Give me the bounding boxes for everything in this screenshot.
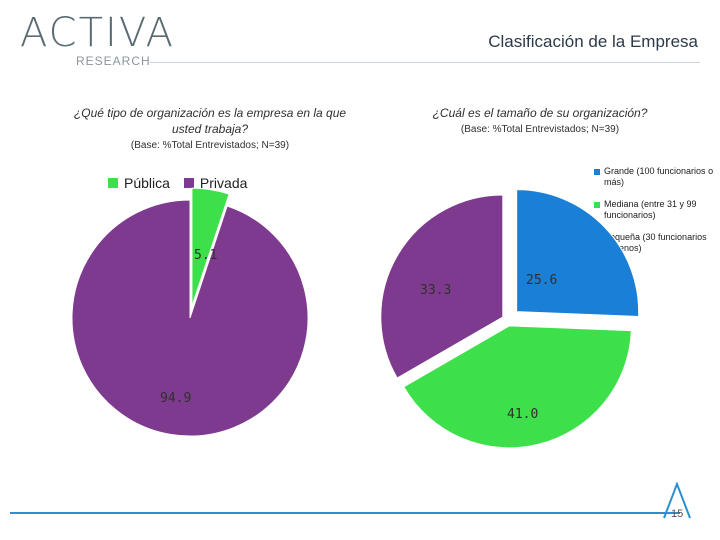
legend-label-mediana: Mediana (entre 31 y 99 funcionarios) [604, 199, 697, 221]
chart1-base-note: (Base: %Total Entrevistados; N=39) [130, 140, 290, 151]
chart1-data-label-1: 94.9 [160, 391, 191, 406]
footer-divider [10, 512, 680, 514]
slide-title: Clasificación de la Empresa [488, 32, 698, 51]
chart1-legend: Pública Privada [108, 175, 247, 191]
page-mark-icon [663, 481, 691, 519]
chart2-data-label-2: 33.3 [420, 283, 451, 298]
legend-label-publica: Pública [124, 175, 170, 191]
chart1-question: ¿Qué tipo de organización es la empresa … [73, 106, 347, 136]
chart1-slice-1 [71, 199, 309, 437]
title-divider [150, 62, 700, 63]
chart1-slice-0 [191, 187, 230, 307]
chart2-slice-0 [516, 189, 640, 317]
logo-text: ACTIVA [20, 10, 175, 56]
legend-label-pequena: Pequeña (30 funcionarios o menos) [604, 232, 707, 254]
chart1-data-label-0: 5.1 [194, 248, 217, 263]
activa-research-logo: ACTIVA RESEARCH [20, 10, 173, 76]
chart2-data-label-1: 41.0 [507, 407, 538, 422]
legend-swatch-grande [594, 169, 600, 175]
chart2-legend-grande: Grande (100 funcionarios o más) [594, 166, 714, 189]
chart2-data-label-0: 25.6 [526, 273, 557, 288]
chart2-slice-1 [403, 325, 632, 449]
legend-swatch-publica [108, 178, 118, 188]
page-number: 15 [671, 508, 684, 520]
chart2-slice-2 [380, 194, 504, 379]
legend-swatch-mediana [594, 202, 600, 208]
chart2-base-note: (Base: %Total Entrevistados; N=39) [460, 124, 620, 135]
logo-subtext: RESEARCH [76, 54, 151, 68]
legend-label-privada: Privada [199, 175, 248, 191]
legend-swatch-privada [183, 178, 194, 188]
legend-label-grande: Grande (100 funcionarios o más) [604, 166, 714, 188]
chart2-question: ¿Cuál es el tamaño de su organización? [432, 106, 648, 120]
chart2-legend-mediana: Mediana (entre 31 y 99 funcionarios) [594, 199, 714, 222]
